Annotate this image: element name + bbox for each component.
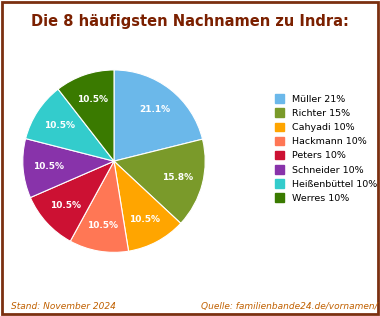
Text: 10.5%: 10.5% xyxy=(77,94,108,104)
Wedge shape xyxy=(114,161,181,251)
Text: Stand: November 2024: Stand: November 2024 xyxy=(11,302,116,311)
Legend: Müller 21%, Richter 15%, Cahyadi 10%, Hackmann 10%, Peters 10%, Schneider 10%, H: Müller 21%, Richter 15%, Cahyadi 10%, Ha… xyxy=(273,92,379,205)
Text: 10.5%: 10.5% xyxy=(50,201,81,210)
Text: 10.5%: 10.5% xyxy=(87,222,119,230)
Text: 15.8%: 15.8% xyxy=(162,173,193,182)
Wedge shape xyxy=(70,161,128,252)
Wedge shape xyxy=(114,139,205,223)
Text: Quelle: familienbande24.de/vornamen/: Quelle: familienbande24.de/vornamen/ xyxy=(201,302,378,311)
Text: 21.1%: 21.1% xyxy=(139,105,170,114)
Wedge shape xyxy=(30,161,114,241)
Text: 10.5%: 10.5% xyxy=(33,162,64,171)
Text: 10.5%: 10.5% xyxy=(44,121,74,130)
Wedge shape xyxy=(114,70,203,161)
Wedge shape xyxy=(58,70,114,161)
Text: Die 8 häufigsten Nachnamen zu Indra:: Die 8 häufigsten Nachnamen zu Indra: xyxy=(31,14,349,29)
Wedge shape xyxy=(25,89,114,161)
Text: 10.5%: 10.5% xyxy=(130,215,160,224)
Wedge shape xyxy=(23,139,114,198)
